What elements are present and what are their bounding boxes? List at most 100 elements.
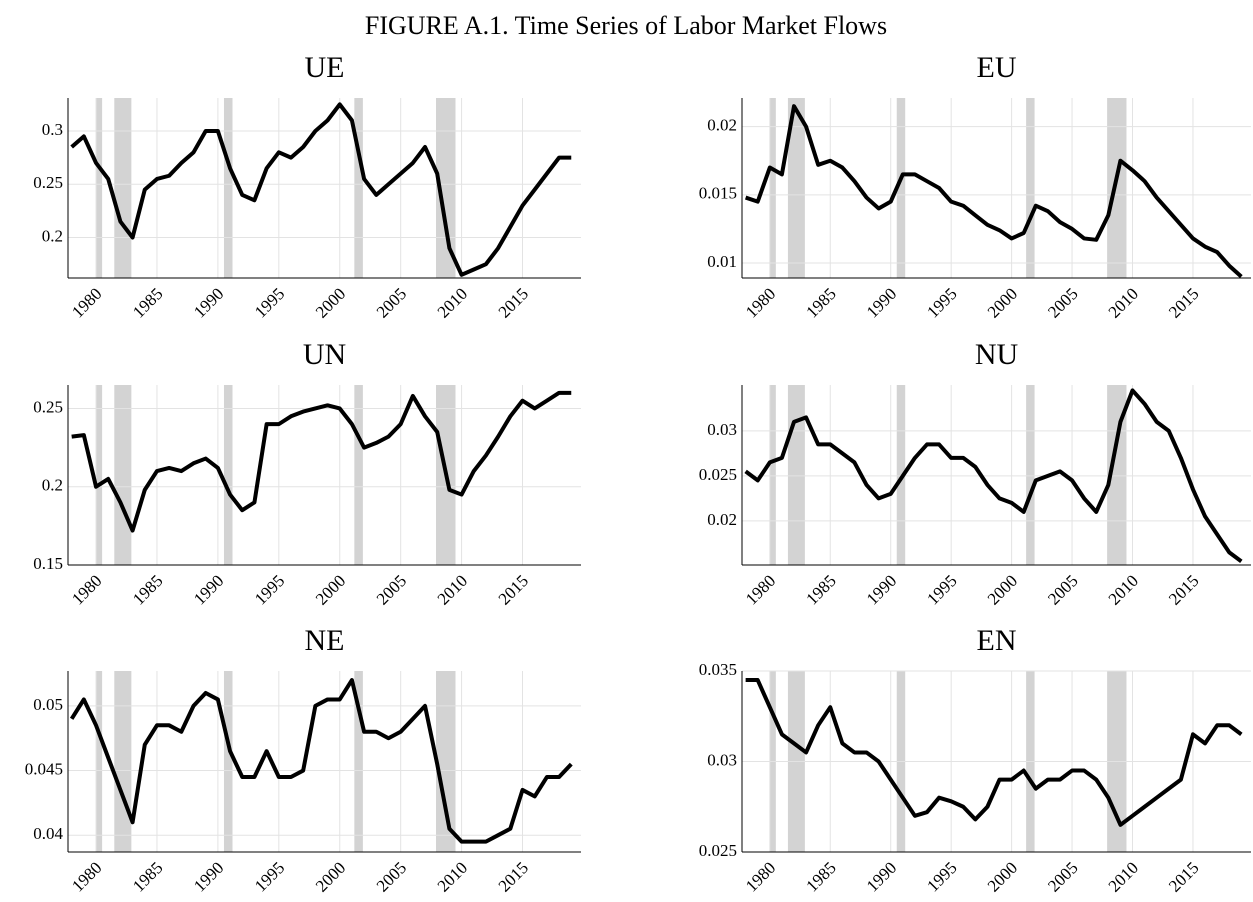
x-tick-label: 2015 bbox=[1165, 858, 1202, 895]
x-tick-label: 2015 bbox=[1165, 284, 1202, 321]
recession-band bbox=[223, 671, 233, 852]
recession-band bbox=[96, 671, 103, 852]
panel: EU 1980 1985 1990 1995 2000 2005 2010 2015 0.01 0.… bbox=[699, 51, 1251, 322]
x-tick-label: 2000 bbox=[312, 284, 349, 321]
data-line bbox=[69, 678, 573, 844]
recession-band bbox=[354, 98, 363, 278]
y-tick-label: 0.015 bbox=[699, 184, 737, 203]
x-tick-label: 1985 bbox=[129, 858, 166, 895]
y-tick-label: 0.2 bbox=[42, 226, 63, 245]
y-tick-label: 0.2 bbox=[42, 476, 63, 495]
y-tick-label: 0.025 bbox=[699, 841, 737, 860]
x-tick-label: 2005 bbox=[373, 571, 410, 608]
recession-band bbox=[96, 98, 103, 278]
x-tick-label: 2005 bbox=[1044, 284, 1081, 321]
recession-band bbox=[896, 98, 906, 278]
x-tick-label: 1985 bbox=[129, 284, 166, 321]
x-tick-label: 1995 bbox=[251, 284, 288, 321]
recession-band bbox=[787, 98, 805, 278]
recession-band bbox=[114, 98, 132, 278]
recession-band bbox=[223, 385, 233, 565]
x-tick-label: 1995 bbox=[923, 284, 960, 321]
x-tick-label: 2005 bbox=[373, 858, 410, 895]
x-tick-label: 1990 bbox=[190, 858, 227, 895]
x-tick-label: 1985 bbox=[802, 858, 839, 895]
panel-title: NU bbox=[975, 338, 1019, 371]
recession-band bbox=[354, 671, 363, 852]
panel: UN 1980 1985 1990 1995 2000 2005 2010 2015 0.15 0.… bbox=[33, 338, 581, 609]
recession-band bbox=[114, 385, 132, 565]
panel-title: NE bbox=[305, 624, 345, 657]
panel: NU 1980 1985 1990 1995 2000 2005 2010 2015 0.02 0.… bbox=[699, 338, 1251, 609]
recession-band bbox=[435, 671, 456, 852]
data-line bbox=[744, 104, 1243, 279]
x-tick-label: 2010 bbox=[434, 858, 471, 895]
y-tick-label: 0.04 bbox=[33, 824, 63, 843]
y-tick-label: 0.02 bbox=[707, 510, 737, 529]
data-line bbox=[744, 388, 1243, 564]
x-tick-label: 1995 bbox=[923, 571, 960, 608]
x-tick-label: 2005 bbox=[1044, 858, 1081, 895]
x-tick-label: 2005 bbox=[373, 284, 410, 321]
data-line bbox=[745, 678, 1243, 827]
recession-band bbox=[96, 385, 103, 565]
data-line bbox=[70, 102, 572, 277]
x-tick-label: 1995 bbox=[251, 571, 288, 608]
x-tick-label: 1990 bbox=[863, 858, 900, 895]
recession-band bbox=[1107, 98, 1127, 278]
x-tick-label: 1980 bbox=[742, 284, 779, 321]
y-tick-label: 0.25 bbox=[33, 173, 63, 192]
panel-title: UN bbox=[303, 338, 346, 371]
recession-band bbox=[1107, 385, 1127, 565]
y-tick-label: 0.3 bbox=[42, 120, 63, 139]
figure-title: FIGURE A.1. Time Series of Labor Market … bbox=[365, 11, 887, 40]
x-tick-label: 2015 bbox=[495, 284, 532, 321]
y-tick-label: 0.025 bbox=[699, 465, 737, 484]
x-tick-label: 1985 bbox=[129, 571, 166, 608]
x-tick-label: 1990 bbox=[863, 571, 900, 608]
x-tick-label: 1985 bbox=[802, 571, 839, 608]
y-tick-label: 0.03 bbox=[707, 420, 737, 439]
x-tick-label: 1980 bbox=[68, 571, 105, 608]
y-tick-label: 0.15 bbox=[33, 554, 63, 573]
x-tick-label: 2000 bbox=[312, 858, 349, 895]
x-tick-label: 2000 bbox=[984, 571, 1021, 608]
x-tick-label: 2000 bbox=[984, 284, 1021, 321]
x-tick-label: 2000 bbox=[984, 858, 1021, 895]
x-tick-label: 1995 bbox=[251, 858, 288, 895]
recession-band bbox=[787, 385, 805, 565]
x-tick-label: 1980 bbox=[68, 858, 105, 895]
panel: UE 1980 1985 1990 1995 2000 2005 2010 2015 0.2 0.2… bbox=[33, 51, 581, 322]
y-tick-label: 0.25 bbox=[33, 397, 63, 416]
panel: EN 1980 1985 1990 1995 2000 2005 2010 2015 0.025 0… bbox=[699, 624, 1251, 896]
y-tick-label: 0.01 bbox=[707, 252, 737, 271]
x-tick-label: 2010 bbox=[1105, 284, 1142, 321]
recession-band bbox=[769, 385, 776, 565]
x-tick-label: 1990 bbox=[190, 571, 227, 608]
y-tick-label: 0.045 bbox=[25, 759, 63, 778]
recession-band bbox=[1026, 98, 1035, 278]
x-tick-label: 2015 bbox=[495, 571, 532, 608]
data-line bbox=[71, 390, 572, 533]
x-tick-label: 1980 bbox=[68, 284, 105, 321]
recession-band bbox=[896, 385, 906, 565]
recession-band bbox=[223, 98, 233, 278]
recession-band bbox=[435, 98, 456, 278]
x-tick-label: 2010 bbox=[434, 284, 471, 321]
recession-band bbox=[1026, 385, 1035, 565]
y-tick-label: 0.035 bbox=[699, 660, 737, 679]
panel-title: EN bbox=[977, 624, 1017, 657]
x-tick-label: 2005 bbox=[1044, 571, 1081, 608]
x-tick-label: 2010 bbox=[1105, 571, 1142, 608]
recession-band bbox=[769, 98, 776, 278]
x-tick-label: 2010 bbox=[434, 571, 471, 608]
x-tick-label: 1995 bbox=[923, 858, 960, 895]
x-tick-label: 2015 bbox=[1165, 571, 1202, 608]
panel-title: UE bbox=[305, 51, 345, 84]
y-tick-label: 0.03 bbox=[707, 750, 737, 769]
x-tick-label: 2000 bbox=[312, 571, 349, 608]
x-tick-label: 1990 bbox=[863, 284, 900, 321]
x-tick-label: 1985 bbox=[802, 284, 839, 321]
x-tick-label: 2015 bbox=[495, 858, 532, 895]
